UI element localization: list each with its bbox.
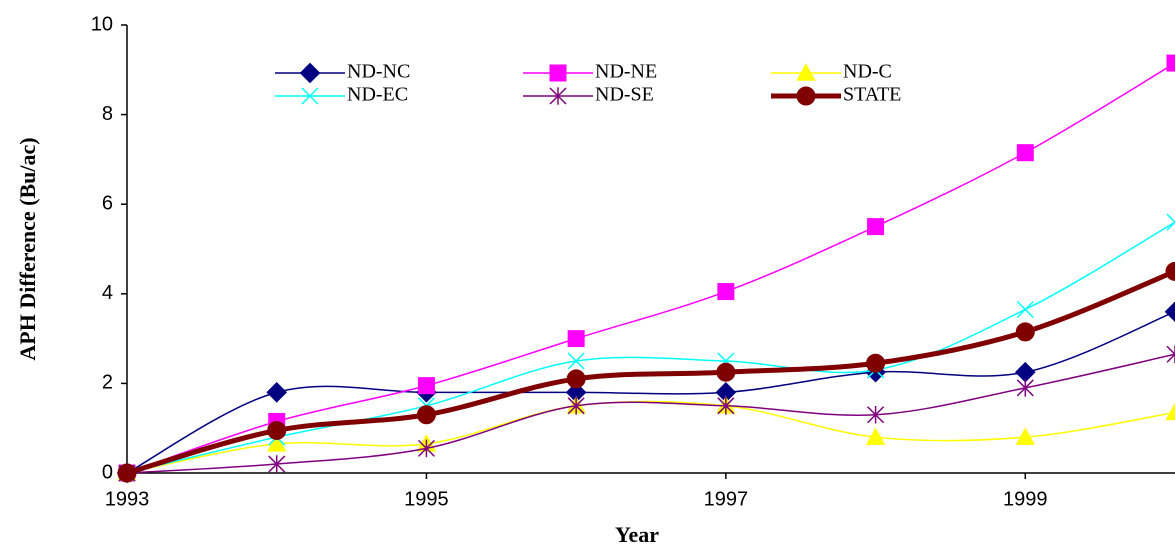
marker [1166, 213, 1175, 231]
marker [1165, 402, 1175, 421]
y-tick-label: 10 [91, 13, 113, 35]
marker [267, 420, 287, 440]
marker [266, 382, 288, 403]
marker [1166, 345, 1175, 364]
y-tick-label: 2 [102, 372, 113, 394]
legend-label: ND-EC [347, 84, 408, 106]
marker [717, 397, 735, 415]
legend-label: ND-NE [595, 61, 657, 83]
marker [867, 405, 885, 424]
legend-label: ND-SE [595, 84, 654, 106]
marker [416, 405, 436, 425]
marker [268, 455, 286, 473]
marker [717, 283, 735, 301]
x-tick-label: 1997 [704, 488, 749, 510]
series-line [126, 353, 1175, 474]
y-tick-label: 8 [102, 103, 113, 125]
series-line [126, 221, 1175, 474]
y-tick-label: 4 [102, 282, 113, 304]
legend-marker [796, 86, 816, 106]
marker [1015, 322, 1035, 342]
marker [865, 427, 886, 445]
y-tick-label: 6 [102, 192, 113, 214]
marker [1165, 261, 1175, 281]
marker [567, 352, 585, 370]
x-tick-label: 1993 [105, 488, 150, 510]
marker [867, 218, 885, 236]
marker [716, 362, 736, 382]
legend-marker [796, 63, 816, 81]
y-tick-label: 0 [102, 461, 113, 483]
marker [1015, 427, 1035, 445]
marker [1016, 144, 1034, 162]
series-line [126, 269, 1175, 476]
x-tick-label: 1999 [1003, 488, 1048, 510]
marker [417, 439, 435, 458]
marker [566, 369, 586, 389]
series-line [126, 400, 1175, 474]
marker [117, 463, 137, 483]
legend-marker [299, 62, 321, 84]
x-axis-title: Year [615, 522, 659, 547]
legend-label: ND-C [843, 61, 892, 83]
marker [1016, 300, 1034, 319]
marker [866, 353, 886, 373]
legend-label: STATE [843, 84, 901, 106]
y-axis-title: APH Difference (Bu/ac) [15, 137, 40, 360]
marker [1166, 54, 1175, 72]
legend-marker [549, 87, 567, 105]
marker [417, 377, 435, 395]
series-line [126, 62, 1175, 474]
x-tick-label: 1995 [404, 488, 449, 510]
marker [1164, 301, 1175, 323]
marker [1014, 361, 1036, 383]
marker [267, 434, 287, 452]
legend-label: ND-NC [347, 61, 410, 83]
legend-marker [549, 64, 567, 82]
legend-marker [301, 87, 319, 105]
marker [567, 330, 585, 348]
marker [1016, 379, 1034, 397]
marker [567, 397, 585, 415]
